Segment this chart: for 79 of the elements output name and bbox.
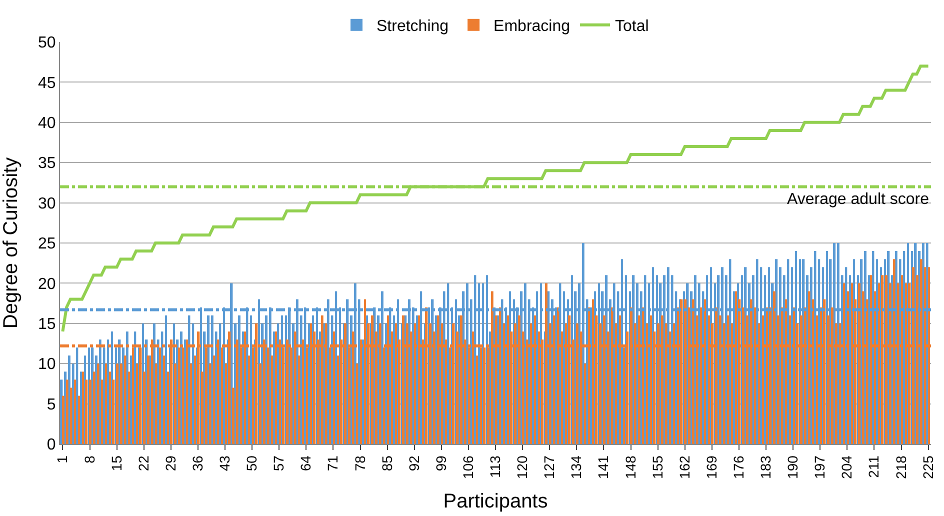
bar — [124, 356, 126, 444]
x-tick-label: 22 — [135, 455, 152, 472]
x-tick-label: 218 — [892, 455, 909, 479]
bar — [476, 356, 478, 444]
x-tick-label: 155 — [649, 455, 666, 479]
y-tick-label: 45 — [38, 74, 56, 92]
bar — [134, 331, 136, 444]
x-tick-label: 183 — [758, 455, 774, 479]
bar — [99, 339, 102, 444]
y-tick-label: 25 — [38, 236, 56, 253]
bar — [163, 356, 165, 444]
bar — [277, 323, 280, 444]
x-tick-label: 134 — [568, 455, 584, 479]
x-tick-label: 204 — [838, 455, 855, 479]
x-tick-label: 106 — [460, 455, 476, 479]
x-tick-label: 64 — [298, 455, 314, 472]
bar — [192, 323, 194, 444]
y-tick-label: 5 — [46, 396, 56, 414]
bar — [165, 315, 168, 444]
y-tick-label: 0 — [46, 436, 56, 454]
x-tick-label: 197 — [812, 455, 828, 479]
x-tick-label: 127 — [541, 455, 558, 479]
x-axis-title: Participants — [443, 490, 548, 512]
bar — [66, 380, 68, 444]
x-tick-label: 1 — [54, 455, 70, 464]
x-tick-label: 57 — [270, 455, 287, 472]
x-tick-label: 99 — [432, 455, 449, 472]
bar — [393, 315, 396, 444]
x-tick-label: 29 — [162, 455, 178, 472]
bar — [190, 364, 192, 444]
y-tick-label: 20 — [38, 276, 56, 293]
bar — [76, 348, 78, 444]
legend-label: Stretching — [376, 18, 449, 36]
x-tick-label: 71 — [324, 455, 341, 472]
bar — [74, 380, 76, 444]
x-tick-label: 162 — [676, 455, 692, 479]
bar — [159, 348, 162, 444]
bar — [213, 356, 216, 444]
y-tick-label: 40 — [38, 115, 56, 132]
bar — [107, 339, 110, 444]
bar — [101, 380, 104, 444]
x-tick-label: 85 — [378, 455, 395, 472]
line-series — [61, 64, 930, 333]
x-tick-label: 211 — [866, 455, 882, 478]
x-tick-label: 36 — [190, 455, 206, 472]
x-tick-label: 190 — [784, 455, 801, 479]
ref-line-label: Average adult score — [787, 191, 930, 208]
bar — [248, 356, 250, 444]
y-tick-label: 10 — [38, 356, 56, 374]
x-tick-label: 50 — [244, 455, 260, 472]
bar — [109, 372, 111, 444]
bar — [161, 331, 164, 444]
bar — [219, 323, 222, 444]
bar — [116, 364, 119, 444]
bar — [362, 339, 364, 444]
bar — [97, 364, 100, 444]
y-tick-label: 50 — [38, 34, 56, 52]
x-tick-label: 8 — [81, 455, 98, 464]
bar — [105, 364, 107, 444]
x-tick-label: 43 — [216, 455, 233, 472]
x-tick-label: 169 — [703, 455, 720, 479]
x-tick-label: 225 — [920, 455, 936, 479]
bar — [483, 348, 486, 444]
x-tick-label: 92 — [406, 455, 422, 472]
x-tick-label: 120 — [514, 455, 530, 479]
y-axis-title: Degree of Curiosity — [0, 157, 22, 329]
x-tick-label: 148 — [622, 455, 638, 479]
x-tick-label: 176 — [730, 455, 746, 479]
legend-label: Total — [615, 18, 649, 36]
x-tick-label: 141 — [595, 455, 612, 479]
legend-label: Embracing — [494, 18, 570, 36]
x-tick-label: 15 — [108, 455, 124, 472]
x-tick-label: 113 — [487, 455, 504, 478]
y-tick-label: 35 — [38, 155, 56, 172]
y-tick-label: 15 — [38, 316, 56, 333]
x-tick-label: 78 — [352, 455, 368, 472]
bar — [250, 315, 252, 444]
bar — [78, 396, 80, 444]
y-tick-label: 30 — [38, 195, 56, 212]
